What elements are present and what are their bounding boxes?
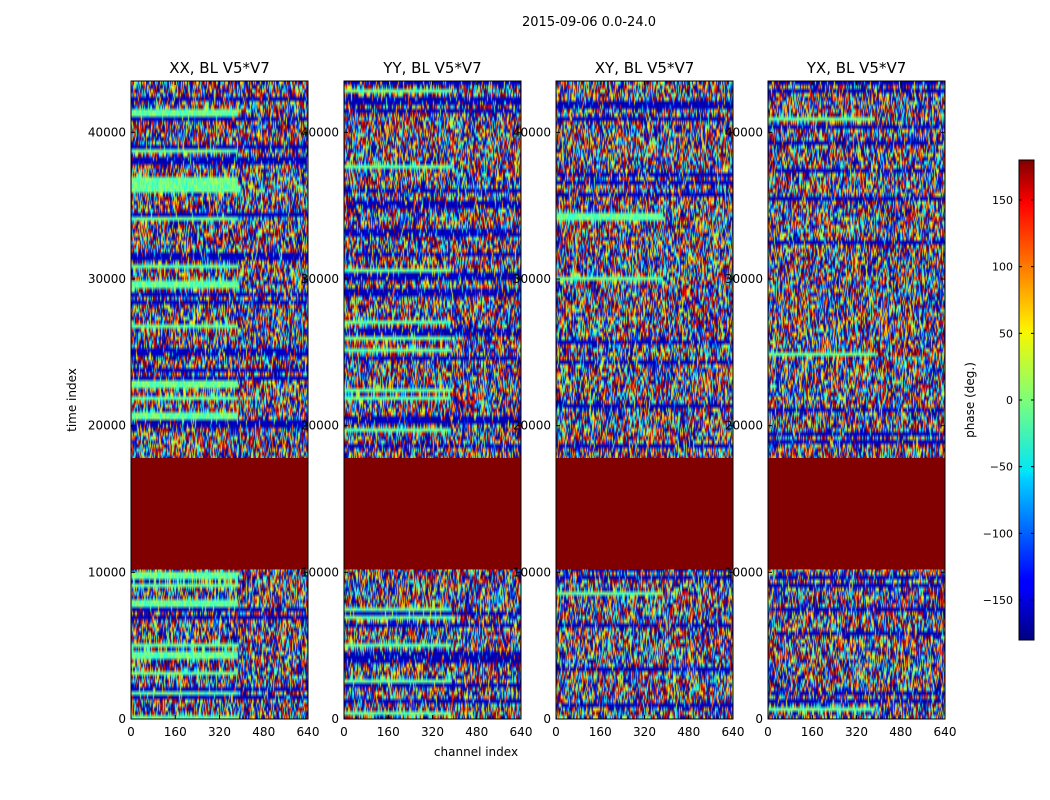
heatmap-image: [131, 81, 308, 719]
x-tick-label: 480: [465, 725, 488, 739]
x-tick-label: 480: [889, 725, 912, 739]
x-tick-label: 0: [127, 725, 135, 739]
y-tick-label: 40000: [513, 125, 551, 139]
colorbar-tick-label: 150: [992, 194, 1013, 207]
colorbar: 150 100 50 0 −50 −100 −150 phase (deg.): [963, 159, 1035, 641]
colorbar-label: phase (deg.): [963, 362, 977, 438]
panel-title: YX, BL V5*V7: [806, 59, 907, 77]
x-tick-label: 640: [297, 725, 320, 739]
y-tick-label: 10000: [725, 565, 763, 579]
colorbar-tick-label: −50: [990, 461, 1013, 474]
x-tick-label: 160: [589, 725, 612, 739]
y-tick-label: 40000: [725, 125, 763, 139]
y-tick-label: 30000: [301, 272, 339, 286]
flagged-block: [131, 457, 308, 570]
y-tick-label: 40000: [88, 125, 126, 139]
x-tick-label: 480: [252, 725, 275, 739]
panel-2: YY, BL V5*V7 0 10000 20000 30000 40000 0 160 320…: [301, 59, 533, 739]
x-tick-label: 640: [722, 725, 745, 739]
y-tick-label: 30000: [88, 272, 126, 286]
x-tick-label: 160: [801, 725, 824, 739]
panels: XX, BL V5*V7 0 10000 20000 30000 40000 0 160 320…: [88, 59, 957, 739]
x-tick-label: 320: [845, 725, 868, 739]
panel-title: XY, BL V5*V7: [595, 59, 695, 77]
x-tick-label: 480: [677, 725, 700, 739]
x-tick-label: 0: [340, 725, 348, 739]
x-tick-label: 0: [764, 725, 772, 739]
x-tick-label: 160: [377, 725, 400, 739]
x-axis-label: channel index: [434, 745, 518, 759]
y-tick-label: 0: [331, 712, 339, 726]
y-tick-label: 0: [755, 712, 763, 726]
heatmap-image: [556, 81, 733, 719]
panel-4: YX, BL V5*V7 0 10000 20000 30000 40000 0 160 320…: [725, 59, 957, 739]
panel-title: XX, BL V5*V7: [169, 59, 270, 77]
colorbar-tick-label: −150: [983, 594, 1013, 607]
x-tick-label: 320: [633, 725, 656, 739]
x-tick-label: 0: [552, 725, 560, 739]
y-tick-label: 20000: [725, 419, 763, 433]
y-tick-label: 20000: [513, 419, 551, 433]
flagged-block: [556, 457, 733, 570]
figure-title: 2015-09-06 0.0-24.0: [522, 15, 656, 30]
panel-1: XX, BL V5*V7 0 10000 20000 30000 40000 0 160 320…: [88, 59, 320, 739]
y-axis-label: time index: [65, 368, 79, 432]
y-tick-label: 0: [543, 712, 551, 726]
heatmap-image: [768, 81, 945, 719]
panel-title: YY, BL V5*V7: [382, 59, 481, 77]
y-tick-label: 0: [118, 712, 126, 726]
colorbar-tick-label: 0: [1006, 394, 1013, 407]
y-tick-label: 10000: [301, 565, 339, 579]
y-tick-label: 30000: [513, 272, 551, 286]
x-tick-label: 320: [208, 725, 231, 739]
x-tick-label: 160: [164, 725, 187, 739]
y-tick-label: 20000: [301, 419, 339, 433]
y-tick-label: 30000: [725, 272, 763, 286]
flagged-block: [768, 457, 945, 570]
x-tick-label: 640: [934, 725, 957, 739]
y-tick-label: 10000: [88, 565, 126, 579]
colorbar-tick-label: 100: [992, 261, 1013, 274]
y-tick-label: 10000: [513, 565, 551, 579]
flagged-block: [344, 457, 521, 570]
heatmap-image: [344, 81, 521, 719]
colorbar-tick-label: 50: [999, 327, 1013, 340]
colorbar-ticks: 150 100 50 0 −50 −100 −150: [983, 194, 1034, 607]
y-tick-label: 20000: [88, 419, 126, 433]
x-tick-label: 640: [510, 725, 533, 739]
y-tick-label: 40000: [301, 125, 339, 139]
x-tick-label: 320: [421, 725, 444, 739]
colorbar-tick-label: −100: [983, 527, 1013, 540]
panel-3: XY, BL V5*V7 0 10000 20000 30000 40000 0 160 320…: [513, 59, 745, 739]
